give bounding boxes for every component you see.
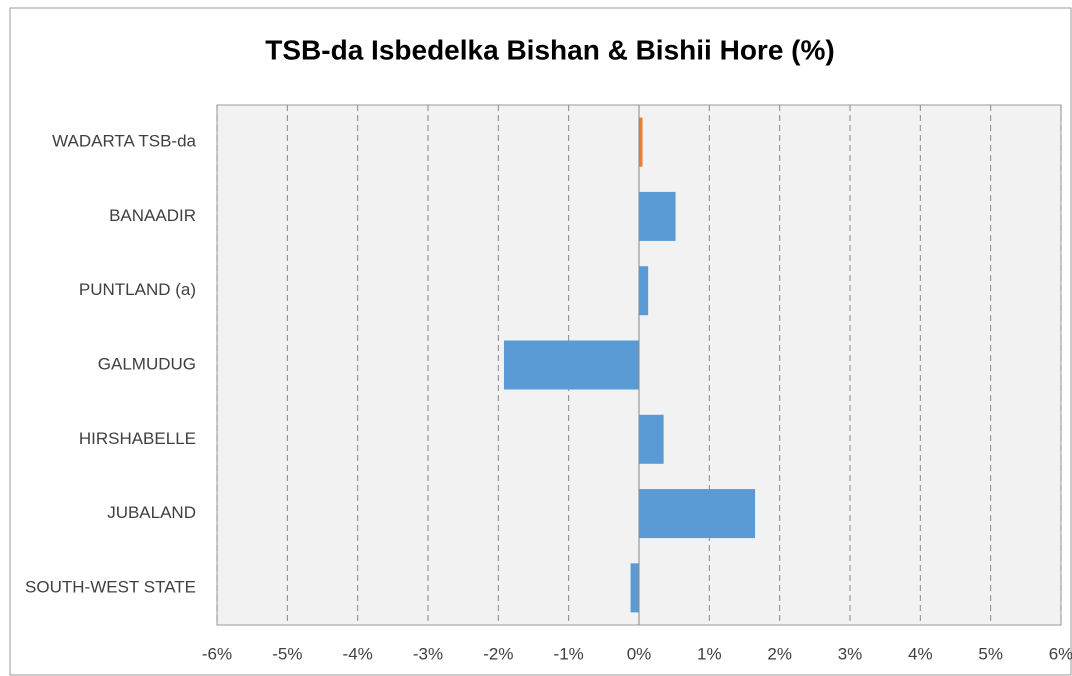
bar bbox=[639, 489, 756, 539]
x-tick-label: -4% bbox=[343, 644, 373, 663]
chart-title: TSB-da Isbedelka Bishan & Bishii Hore (%… bbox=[265, 34, 834, 65]
bar bbox=[639, 191, 676, 241]
x-tick-label: 2% bbox=[767, 644, 792, 663]
x-tick-label: 6% bbox=[1049, 644, 1072, 663]
x-tick-label: -3% bbox=[413, 644, 443, 663]
x-tick-label: -2% bbox=[483, 644, 513, 663]
x-tick-label: 4% bbox=[908, 644, 933, 663]
y-tick-label: GALMUDUG bbox=[98, 354, 196, 373]
x-tick-label: -5% bbox=[272, 644, 302, 663]
y-tick-label: JUBALAND bbox=[107, 503, 196, 522]
y-tick-label: SOUTH-WEST STATE bbox=[25, 577, 196, 596]
y-tick-label: PUNTLAND (a) bbox=[79, 280, 196, 299]
bar bbox=[639, 414, 664, 464]
bar bbox=[503, 340, 639, 390]
y-tick-label: BANAADIR bbox=[109, 206, 196, 225]
x-tick-label: -1% bbox=[554, 644, 584, 663]
bar bbox=[639, 117, 643, 167]
x-tick-label: 5% bbox=[978, 644, 1003, 663]
bar bbox=[630, 563, 639, 613]
x-tick-label: 1% bbox=[697, 644, 722, 663]
y-tick-label: HIRSHABELLE bbox=[79, 429, 196, 448]
bar bbox=[639, 266, 649, 316]
y-tick-label: WADARTA TSB-da bbox=[52, 132, 196, 151]
x-tick-label: 3% bbox=[838, 644, 863, 663]
x-tick-label: 0% bbox=[627, 644, 652, 663]
x-tick-label: -6% bbox=[202, 644, 232, 663]
